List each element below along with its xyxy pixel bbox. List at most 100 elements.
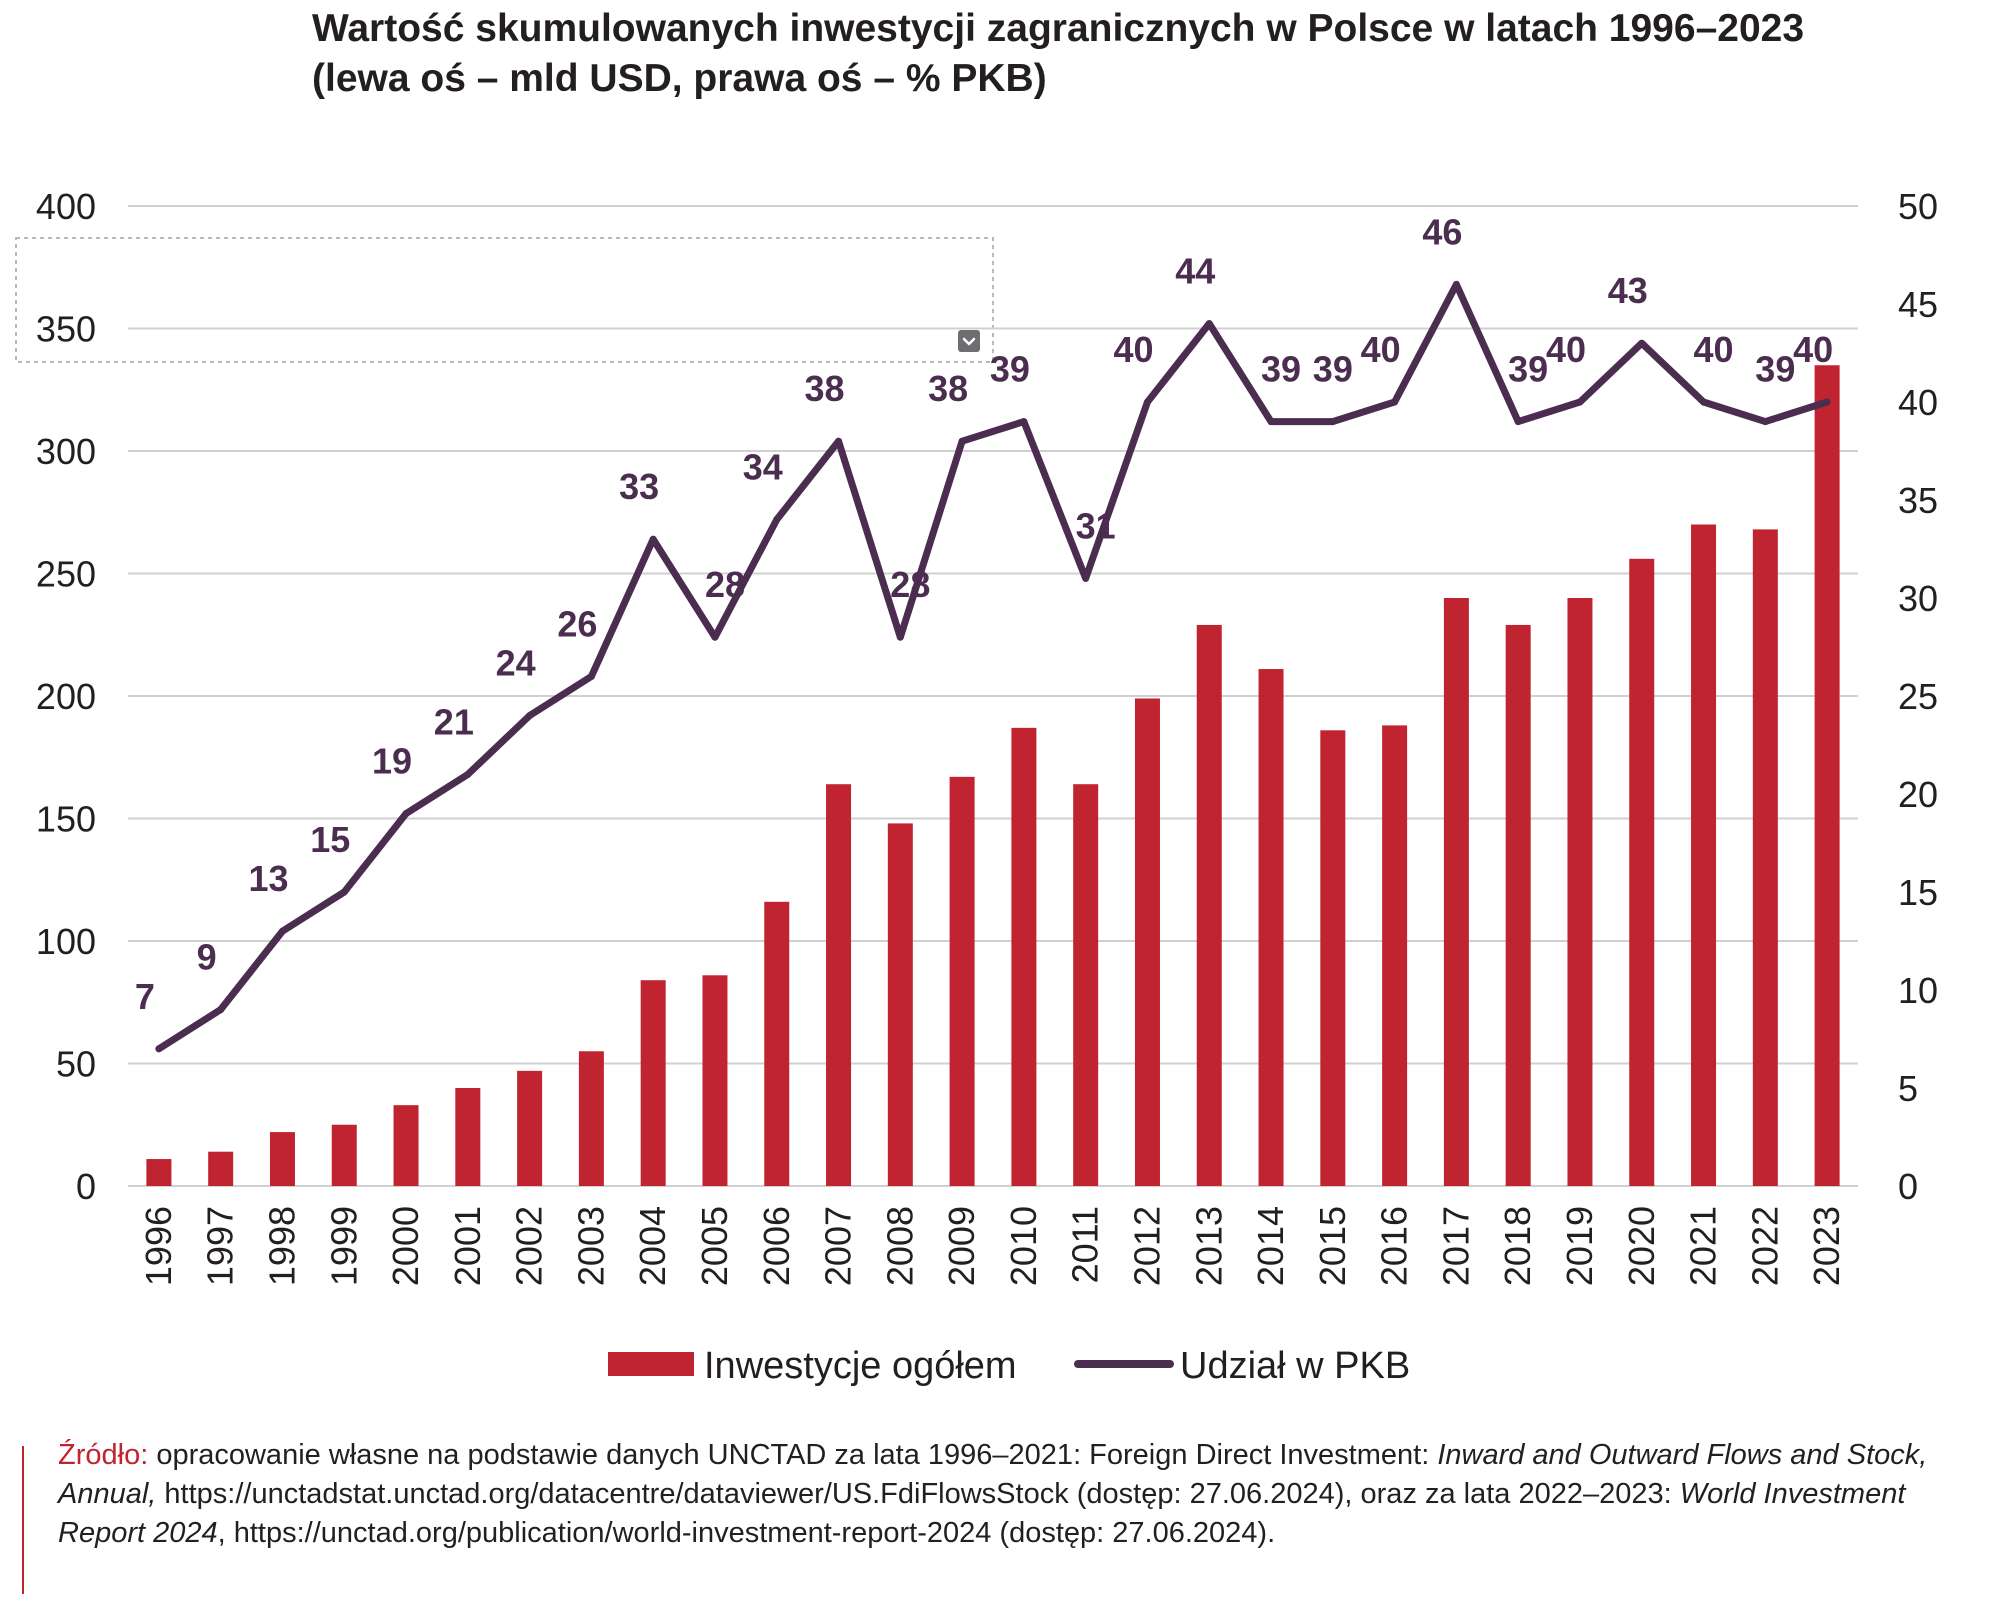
x-tick-label: 2017 bbox=[1435, 1206, 1476, 1286]
line-point bbox=[1700, 398, 1708, 406]
line-data-label: 28 bbox=[705, 564, 745, 605]
legend-swatch-bars bbox=[608, 1352, 694, 1376]
selection-frame[interactable] bbox=[15, 237, 994, 363]
line-data-label: 40 bbox=[1694, 329, 1734, 370]
left-y-tick-label: 350 bbox=[36, 309, 96, 350]
bar bbox=[578, 1051, 604, 1186]
line-point bbox=[278, 927, 286, 935]
line-data-label: 39 bbox=[990, 349, 1030, 390]
line-point bbox=[1143, 398, 1151, 406]
left-y-tick-label: 0 bbox=[76, 1166, 96, 1207]
x-tick-label: 2007 bbox=[818, 1206, 859, 1286]
line-point bbox=[217, 1006, 225, 1014]
bar bbox=[1134, 698, 1160, 1186]
source-label: Źródło: bbox=[58, 1439, 149, 1471]
line-data-label: 43 bbox=[1608, 270, 1648, 311]
line-data-label: 26 bbox=[557, 603, 597, 644]
line-data-label: 33 bbox=[619, 466, 659, 507]
line-data-label: 40 bbox=[1546, 329, 1586, 370]
line-point bbox=[464, 770, 472, 778]
x-tick-label: 2019 bbox=[1559, 1206, 1600, 1286]
selection-dropdown-button[interactable] bbox=[958, 330, 980, 352]
chevron-down-icon bbox=[962, 337, 976, 346]
line-point bbox=[649, 535, 657, 543]
bar bbox=[393, 1105, 419, 1186]
line-point bbox=[1329, 418, 1337, 426]
x-tick-label: 2001 bbox=[447, 1206, 488, 1286]
line-data-label: 39 bbox=[1508, 349, 1548, 390]
bar bbox=[1258, 669, 1284, 1186]
left-y-tick-label: 50 bbox=[56, 1044, 96, 1085]
bar bbox=[517, 1070, 543, 1186]
line-point bbox=[340, 888, 348, 896]
line-data-label: 24 bbox=[496, 643, 536, 684]
line-data-label: 31 bbox=[1076, 505, 1116, 546]
left-y-tick-label: 300 bbox=[36, 431, 96, 472]
line-data-label: 44 bbox=[1175, 251, 1215, 292]
chart-title-line-2: (lewa oś – mld USD, prawa oś – % PKB) bbox=[312, 57, 1047, 100]
x-tick-label: 2023 bbox=[1806, 1206, 1847, 1286]
x-tick-label: 2012 bbox=[1126, 1206, 1167, 1286]
line-data-label: 19 bbox=[372, 741, 412, 782]
line-data-label: 28 bbox=[890, 564, 930, 605]
line-point bbox=[1514, 418, 1522, 426]
right-y-tick-label: 30 bbox=[1898, 578, 1938, 619]
line-point bbox=[1082, 574, 1090, 582]
left-y-tick-label: 250 bbox=[36, 554, 96, 595]
x-tick-label: 2013 bbox=[1188, 1206, 1229, 1286]
bar bbox=[1382, 725, 1408, 1186]
x-tick-label: 2021 bbox=[1683, 1206, 1724, 1286]
bar bbox=[1011, 727, 1037, 1186]
x-tick-label: 2010 bbox=[1003, 1206, 1044, 1286]
right-y-tick-label: 15 bbox=[1898, 872, 1938, 913]
bar bbox=[702, 975, 728, 1186]
x-axis: 1996 1997 1998 1999 2000 2001 2002 2003 2004 2005… bbox=[138, 1206, 1847, 1286]
chart-title: Wartość skumulowanych inwestycji zagrani… bbox=[312, 4, 1952, 104]
legend-label-line: Udział w PKB bbox=[1180, 1345, 1410, 1387]
bar bbox=[949, 776, 975, 1186]
line-series bbox=[155, 280, 1831, 1053]
legend-label-bars: Inwestycje ogółem bbox=[704, 1345, 1017, 1387]
line-point bbox=[526, 712, 534, 720]
line-point bbox=[402, 810, 410, 818]
line-point bbox=[958, 437, 966, 445]
x-tick-label: 1996 bbox=[138, 1206, 179, 1286]
line-point bbox=[1452, 280, 1460, 288]
x-tick-label: 2022 bbox=[1744, 1206, 1785, 1286]
source-text-3: , https://unctad.org/publication/world-i… bbox=[217, 1517, 1276, 1549]
right-y-axis: 0 5 10 15 20 25 30 35 40 45 50 bbox=[1898, 186, 1938, 1207]
x-tick-label: 2005 bbox=[694, 1206, 735, 1286]
right-y-tick-label: 20 bbox=[1898, 774, 1938, 815]
right-y-tick-label: 50 bbox=[1898, 186, 1938, 227]
line-data-label: 7 bbox=[135, 976, 155, 1017]
line-point bbox=[587, 672, 595, 680]
line-data-label: 9 bbox=[197, 937, 217, 978]
x-tick-label: 2014 bbox=[1250, 1206, 1291, 1286]
bar bbox=[146, 1159, 172, 1186]
line-data-label: 40 bbox=[1361, 329, 1401, 370]
x-tick-label: 1998 bbox=[261, 1206, 302, 1286]
line-point bbox=[896, 633, 904, 641]
source-italic-2: World Investment Report 2024 bbox=[58, 1478, 1906, 1549]
left-y-tick-label: 400 bbox=[36, 186, 96, 227]
x-tick-label: 2004 bbox=[632, 1206, 673, 1286]
line-data-label: 39 bbox=[1313, 349, 1353, 390]
bar bbox=[826, 784, 852, 1186]
line-point bbox=[155, 1045, 163, 1053]
right-y-tick-label: 40 bbox=[1898, 382, 1938, 423]
bar bbox=[1505, 624, 1531, 1186]
x-tick-label: 1997 bbox=[200, 1206, 241, 1286]
x-tick-label: 2015 bbox=[1312, 1206, 1353, 1286]
bar bbox=[1443, 598, 1469, 1186]
chart-title-line-1: Wartość skumulowanych inwestycji zagrani… bbox=[312, 7, 1805, 50]
bar bbox=[1752, 529, 1778, 1186]
line-data-label: 13 bbox=[248, 858, 288, 899]
x-tick-label: 2000 bbox=[385, 1206, 426, 1286]
x-tick-label: 2002 bbox=[509, 1206, 550, 1286]
source-italic-1: Inward and Outward Flows and Stock, Annu… bbox=[58, 1439, 1928, 1510]
bar bbox=[1691, 524, 1717, 1186]
source-text-2: https://unctadstat.unctad.org/datacentre… bbox=[156, 1478, 1680, 1510]
bar bbox=[1196, 624, 1222, 1186]
line-point bbox=[711, 633, 719, 641]
